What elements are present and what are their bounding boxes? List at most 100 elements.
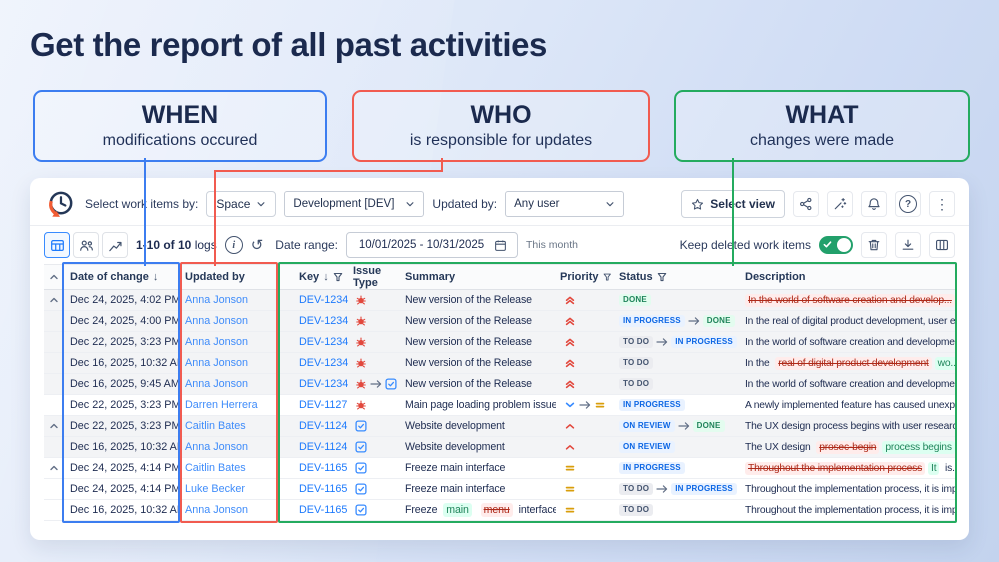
priority-cell: [556, 336, 615, 348]
updated-by-link[interactable]: Anna Jonson: [185, 315, 249, 327]
issue-key-link[interactable]: DEV-1165: [299, 462, 348, 474]
issue-key-link[interactable]: DEV-1127: [299, 399, 348, 411]
description-cell: In the world of software creation and de…: [745, 336, 955, 348]
updated-by-link[interactable]: Anna Jonson: [185, 504, 249, 516]
table-row[interactable]: Dec 24, 2025, 4:02 PM Anna Jonson DEV-1234…: [44, 290, 955, 311]
people-view-button[interactable]: [73, 232, 99, 258]
row-collapse-button[interactable]: [44, 421, 64, 431]
delete-button[interactable]: [861, 232, 887, 258]
table-row[interactable]: Dec 24, 2025, 4:00 PM Anna Jonson DEV-1234…: [44, 311, 955, 332]
keep-deleted-toggle[interactable]: [819, 236, 853, 254]
callout-who-title: WHO: [470, 101, 532, 130]
header-status[interactable]: Status: [615, 271, 737, 283]
table-row[interactable]: Dec 16, 2025, 10:32 AM Anna Jonson DEV-123…: [44, 353, 955, 374]
user-dropdown[interactable]: Any user: [505, 191, 625, 217]
callout-what-subtitle: changes were made: [749, 131, 895, 149]
updated-by-link[interactable]: Anna Jonson: [185, 294, 249, 306]
updated-by-link[interactable]: Anna Jonson: [185, 378, 249, 390]
header-summary[interactable]: Summary: [405, 271, 456, 283]
status-badge: ON REVIEW: [619, 420, 675, 432]
transition-arrow-icon: [656, 337, 668, 347]
status-cell: TO DO: [615, 378, 737, 390]
description-cell: The UX design prosec-begin process begins…: [737, 440, 955, 454]
table-row[interactable]: Dec 22, 2025, 3:23 PM Caitlin Bates DEV-11…: [44, 416, 955, 437]
priority-medium-icon: [564, 504, 576, 516]
issue-key-link[interactable]: DEV-1234: [299, 336, 349, 348]
status-badge: IN PROGRESS: [619, 315, 685, 327]
issue-type-cell: [349, 420, 401, 432]
header-date[interactable]: Date of change ↓: [70, 271, 159, 283]
collapse-all-button[interactable]: [44, 272, 64, 282]
updated-by-link[interactable]: Caitlin Bates: [185, 462, 246, 474]
logs-count: 1-10 of 10 logs: [136, 238, 217, 252]
notifications-button[interactable]: [861, 191, 887, 217]
share-button[interactable]: [793, 191, 819, 217]
header-description[interactable]: Description: [745, 271, 806, 283]
priority-cell: [556, 462, 615, 474]
filter-icon[interactable]: [333, 272, 343, 282]
header-priority[interactable]: Priority: [556, 271, 615, 283]
issue-key-link[interactable]: DEV-1165: [299, 483, 348, 495]
magic-wand-button[interactable]: [827, 191, 853, 217]
date-of-change-cell: Dec 16, 2025, 10:32 AM: [70, 504, 181, 516]
updated-by-link[interactable]: Darren Herrera: [185, 399, 258, 411]
updated-by-link[interactable]: Luke Becker: [185, 483, 246, 495]
issue-key-link[interactable]: DEV-1124: [299, 441, 348, 453]
download-button[interactable]: [895, 232, 921, 258]
header-key[interactable]: Key ↓: [285, 271, 349, 283]
table-view-button[interactable]: [44, 232, 70, 258]
table-row[interactable]: Dec 16, 2025, 9:45 AM Anna Jonson DEV-1234…: [44, 374, 955, 395]
status-badge: IN PROGRESS: [671, 483, 737, 495]
more-options-button[interactable]: [929, 191, 955, 217]
updated-by-link[interactable]: Anna Jonson: [185, 336, 249, 348]
row-collapse-button[interactable]: [44, 463, 64, 473]
issue-key-link[interactable]: DEV-1234: [299, 357, 349, 369]
issue-key-link[interactable]: DEV-1234: [299, 378, 349, 390]
chart-view-button[interactable]: [102, 232, 128, 258]
table-row[interactable]: Dec 16, 2025, 10:32 AM Anna Jonson DEV-112…: [44, 437, 955, 458]
updated-by-link[interactable]: Anna Jonson: [185, 441, 249, 453]
status-badge: TO DO: [619, 357, 654, 369]
date-range-input[interactable]: [357, 239, 486, 251]
help-button[interactable]: [895, 191, 921, 217]
table-row[interactable]: Dec 24, 2025, 4:14 PM Caitlin Bates DEV-11…: [44, 458, 955, 479]
filter-icon[interactable]: [603, 272, 611, 282]
star-icon: [692, 198, 704, 210]
table-row[interactable]: Dec 22, 2025, 3:23 PM Darren Herrera DEV-1…: [44, 395, 955, 416]
info-icon[interactable]: [224, 236, 243, 254]
status-cell: TO DO: [615, 357, 737, 369]
issue-key-link[interactable]: DEV-1165: [299, 504, 348, 516]
issue-type-cell: [349, 315, 401, 327]
project-dropdown[interactable]: Development [DEV]: [284, 191, 425, 217]
header-issue-type[interactable]: Issue Type: [353, 265, 382, 289]
updated-by-link[interactable]: Anna Jonson: [185, 357, 249, 369]
issue-type-cell: [349, 294, 401, 306]
updated-by-link[interactable]: Caitlin Bates: [185, 420, 246, 432]
status-cell: IN PROGRESS: [615, 462, 737, 474]
table-row[interactable]: Dec 22, 2025, 3:23 PM Anna Jonson DEV-1234…: [44, 332, 955, 353]
issue-key-link[interactable]: DEV-1124: [299, 420, 348, 432]
date-of-change-cell: Dec 16, 2025, 9:45 AM: [70, 378, 180, 390]
row-collapse-button[interactable]: [44, 295, 64, 305]
diff-removed-text: Throughout the implementation process: [745, 461, 926, 475]
table-row[interactable]: Dec 24, 2025, 4:14 PM Luke Becker DEV-1165…: [44, 479, 955, 500]
priority-highest-icon: [564, 336, 576, 348]
transition-arrow-icon: [579, 400, 591, 410]
transition-arrow-icon: [370, 379, 382, 389]
date-of-change-cell: Dec 24, 2025, 4:14 PM: [70, 462, 181, 474]
select-view-button[interactable]: Select view: [681, 190, 785, 218]
refresh-icon[interactable]: [251, 236, 264, 254]
columns-button[interactable]: [929, 232, 955, 258]
issue-key-link[interactable]: DEV-1234: [299, 294, 349, 306]
issue-key-link[interactable]: DEV-1234: [299, 315, 349, 327]
table-row[interactable]: Dec 16, 2025, 10:32 AM Anna Jonson DEV-116…: [44, 500, 955, 521]
filter-icon[interactable]: [657, 272, 667, 282]
priority-medium-icon: [564, 483, 576, 495]
date-range-field[interactable]: [346, 232, 519, 258]
header-updated-by[interactable]: Updated by: [185, 271, 245, 283]
magic-wand-icon: [834, 198, 847, 210]
toolbar-divider: [30, 225, 969, 226]
space-selector-button[interactable]: Space: [206, 191, 277, 217]
status-cell: TO DO IN PROGRESS: [615, 336, 737, 348]
priority-highest-icon: [564, 357, 576, 369]
